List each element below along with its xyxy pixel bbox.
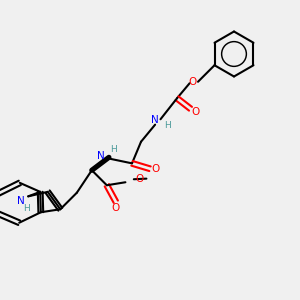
Text: N: N xyxy=(151,115,159,125)
Text: O: O xyxy=(188,77,197,87)
Text: N: N xyxy=(17,196,25,206)
Text: O: O xyxy=(112,203,120,213)
Text: N: N xyxy=(97,151,105,161)
Text: O: O xyxy=(192,107,200,117)
Text: H: H xyxy=(23,205,30,214)
Text: H: H xyxy=(164,122,170,130)
Text: O: O xyxy=(135,174,143,184)
Text: O: O xyxy=(151,164,160,174)
Text: H: H xyxy=(110,145,117,154)
